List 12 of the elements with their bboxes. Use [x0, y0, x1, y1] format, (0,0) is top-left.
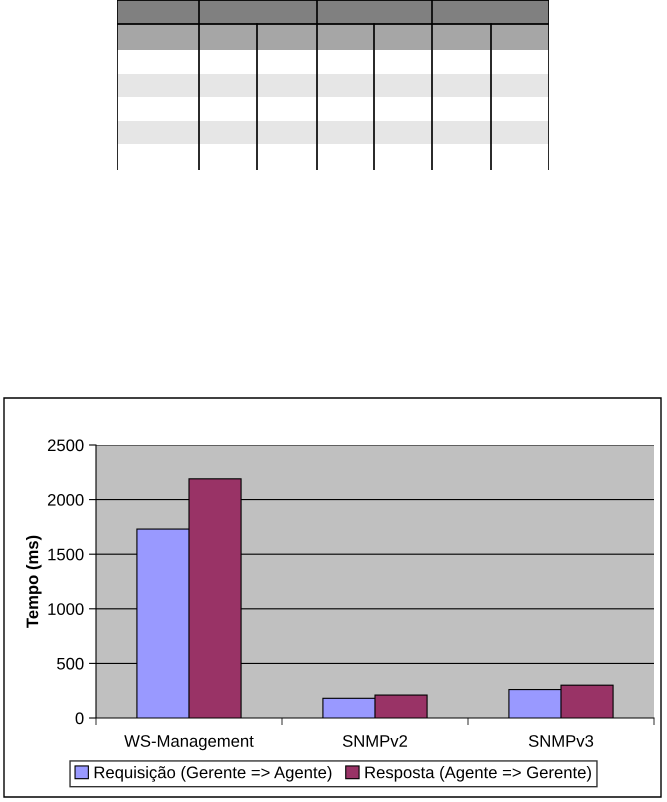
legend-label: Resposta (Agente => Gerente)	[365, 766, 591, 782]
y-tick-label: 500	[57, 658, 84, 670]
y-tick-label: 1000	[48, 603, 84, 616]
x-tick-label: SNMPv3	[528, 735, 594, 747]
x-tick-label: WS-Management	[124, 735, 254, 750]
y-tick-label: 2500	[48, 439, 84, 452]
x-tick-label: SNMPv2	[342, 735, 408, 747]
y-tick-label: 0	[76, 712, 84, 724]
legend-label: Requisição (Gerente => Agente)	[94, 766, 332, 782]
y-axis-title: Tempo (ms)	[26, 536, 42, 628]
y-tick-label: 2000	[48, 494, 84, 506]
y-tick-label: 1500	[48, 548, 84, 560]
